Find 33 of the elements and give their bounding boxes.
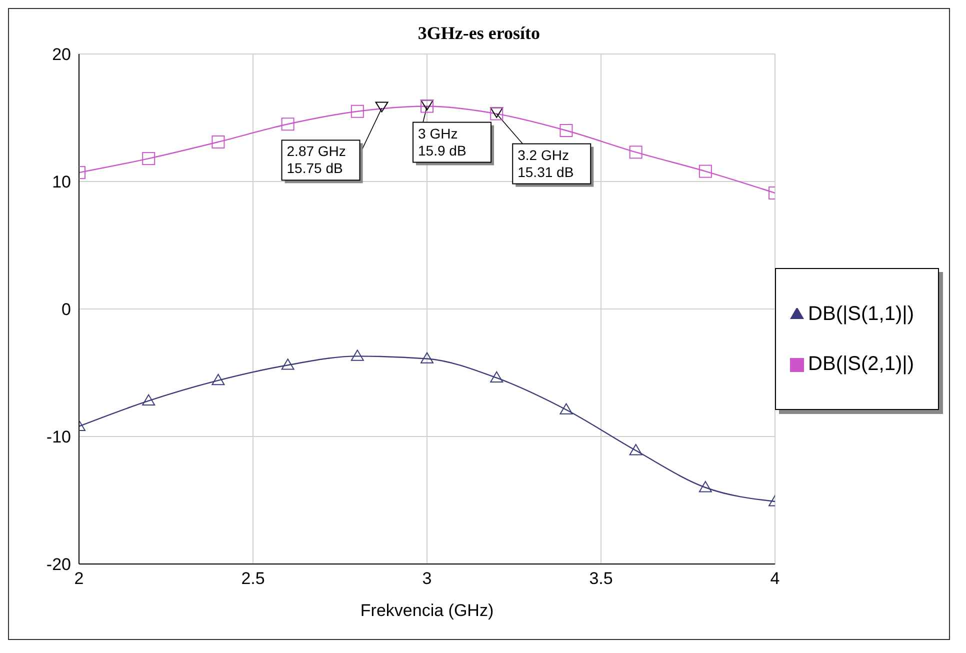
y-tick-label: 0: [62, 300, 71, 320]
x-tick-label: 2.5: [241, 569, 265, 588]
point: [281, 358, 294, 370]
chart-title: 3GHz-es erosíto: [416, 22, 542, 44]
annotation: 3.2 GHz 15.31 dB: [518, 146, 574, 180]
point: [629, 444, 642, 456]
point: [281, 118, 294, 131]
x-tick-label: 4: [770, 569, 780, 588]
y-tick-label: 20: [52, 45, 71, 64]
point: [560, 124, 573, 137]
y-tick-label: 10: [52, 172, 71, 192]
point: [142, 152, 156, 166]
x-axis-title: Frekvencia (GHz): [360, 601, 494, 620]
x-tick-label: 3: [422, 569, 432, 588]
point: [490, 371, 504, 383]
point: [560, 403, 573, 414]
y-tick-label: -10: [46, 428, 71, 447]
point: [420, 352, 434, 364]
y-tick-label: -20: [46, 555, 71, 574]
point: [350, 104, 364, 118]
legend-label: DB(|S(2,1)|): [808, 353, 914, 375]
legend-label: DB(|S(1,1)|): [808, 303, 914, 325]
point: [212, 374, 225, 386]
x-tick-label: 3.5: [589, 569, 613, 588]
point: [350, 350, 364, 361]
annotation: 2.87 GHz 15.75 dB: [286, 143, 346, 176]
point: [142, 394, 156, 406]
annotation: 3 GHz 15.9 dB: [418, 125, 466, 158]
point: [629, 146, 642, 159]
x-tick-label: 2: [74, 569, 84, 588]
point: [698, 164, 712, 178]
point: [212, 135, 225, 148]
point: [698, 481, 712, 492]
